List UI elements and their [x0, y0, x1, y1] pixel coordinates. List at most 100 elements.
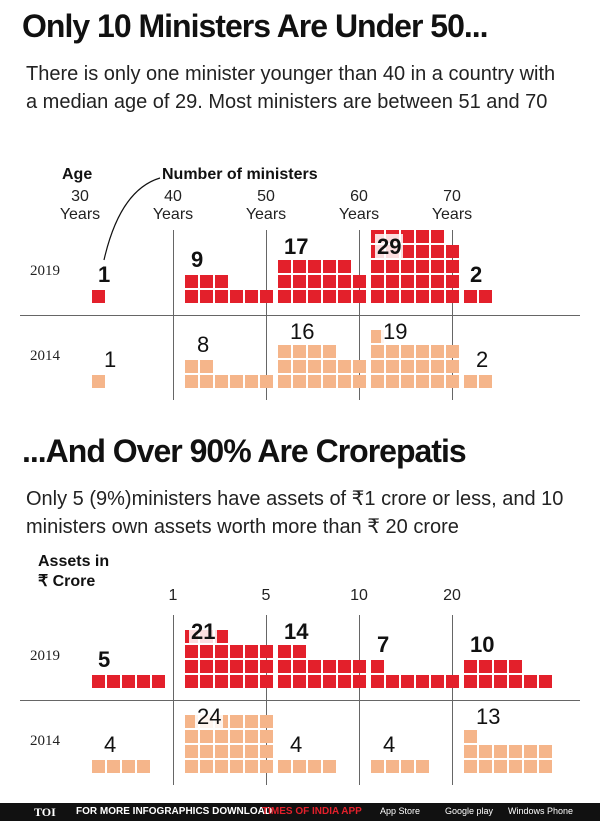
- unit-square: [308, 375, 321, 388]
- unit-square: [260, 660, 273, 673]
- unit-square: [137, 675, 150, 688]
- unit-square: [509, 660, 522, 673]
- unit-square: [509, 745, 522, 758]
- footer-app: TIMES OF INDIA APP: [262, 806, 362, 817]
- unit-square: [323, 375, 336, 388]
- unit-square: [215, 760, 228, 773]
- unit-square: [245, 290, 258, 303]
- x-tick-label: 70 Years: [431, 188, 473, 223]
- unit-square: [308, 275, 321, 288]
- unit-square: [386, 375, 399, 388]
- unit-square: [446, 375, 459, 388]
- unit-square: [431, 375, 444, 388]
- unit-square: [446, 275, 459, 288]
- unit-square: [431, 675, 444, 688]
- unit-square: [245, 375, 258, 388]
- pointer-line: [103, 177, 161, 261]
- unit-square: [107, 675, 120, 688]
- unit-square: [185, 375, 198, 388]
- unit-square: [185, 675, 198, 688]
- unit-square: [278, 345, 291, 358]
- unit-square: [446, 245, 459, 258]
- unit-square: [401, 260, 414, 273]
- unit-square: [353, 290, 366, 303]
- value-label: 1: [98, 262, 111, 287]
- unit-square: [230, 715, 243, 728]
- unit-square: [431, 360, 444, 373]
- unit-square: [386, 290, 399, 303]
- unit-square: [215, 660, 228, 673]
- unit-square: [137, 760, 150, 773]
- unit-square: [230, 375, 243, 388]
- unit-square: [338, 660, 351, 673]
- unit-square: [323, 660, 336, 673]
- unit-square: [293, 260, 306, 273]
- chart-subtitle: Only 5 (9%)ministers have assets of ₹1 c…: [26, 488, 564, 538]
- unit-square: [401, 275, 414, 288]
- footer-brand: TOI: [34, 805, 56, 819]
- unit-square: [431, 290, 444, 303]
- unit-square: [371, 760, 384, 773]
- value-label: 2: [470, 262, 483, 287]
- unit-square: [494, 745, 507, 758]
- unit-square: [260, 290, 273, 303]
- unit-square: [323, 675, 336, 688]
- unit-square: [401, 230, 414, 243]
- unit-square: [416, 230, 429, 243]
- unit-square: [338, 375, 351, 388]
- unit-square: [464, 730, 477, 743]
- unit-square: [200, 645, 213, 658]
- unit-square: [353, 375, 366, 388]
- unit-square: [185, 745, 198, 758]
- unit-square: [200, 745, 213, 758]
- unit-square: [479, 745, 492, 758]
- axis-label: Number of ministers: [162, 166, 318, 183]
- unit-square: [401, 375, 414, 388]
- unit-square: [446, 260, 459, 273]
- unit-square: [416, 360, 429, 373]
- unit-square: [293, 660, 306, 673]
- unit-square: [353, 660, 366, 673]
- unit-square: [260, 375, 273, 388]
- unit-square: [230, 675, 243, 688]
- unit-square: [230, 730, 243, 743]
- unit-square: [323, 760, 336, 773]
- unit-square: [323, 275, 336, 288]
- unit-square: [464, 675, 477, 688]
- unit-square: [338, 675, 351, 688]
- unit-square: [293, 360, 306, 373]
- unit-square: [230, 660, 243, 673]
- unit-square: [416, 275, 429, 288]
- x-tick-label: 50 Years: [245, 188, 287, 223]
- unit-square: [431, 345, 444, 358]
- value-label: 2: [476, 347, 489, 372]
- unit-square: [371, 375, 384, 388]
- unit-square: [416, 290, 429, 303]
- unit-square: [464, 290, 477, 303]
- row-divider: [20, 700, 580, 701]
- unit-square: [293, 290, 306, 303]
- footer: TOI FOR MORE INFOGRAPHICS DOWNLOAD TIMES…: [0, 803, 600, 821]
- unit-square: [200, 360, 213, 373]
- unit-square: [446, 360, 459, 373]
- unit-square: [386, 675, 399, 688]
- unit-square: [215, 645, 228, 658]
- unit-square: [338, 290, 351, 303]
- unit-square: [200, 375, 213, 388]
- unit-square: [524, 760, 537, 773]
- unit-square: [323, 360, 336, 373]
- unit-square: [293, 275, 306, 288]
- unit-square: [308, 260, 321, 273]
- unit-square: [338, 260, 351, 273]
- unit-square: [245, 660, 258, 673]
- unit-square: [371, 330, 384, 343]
- unit-square: [464, 760, 477, 773]
- unit-square: [278, 375, 291, 388]
- unit-square: [479, 675, 492, 688]
- unit-square: [185, 715, 198, 728]
- value-label: 4: [104, 732, 117, 757]
- unit-square: [308, 360, 321, 373]
- unit-square: [260, 675, 273, 688]
- row-label: 2014: [30, 347, 60, 364]
- unit-square: [509, 760, 522, 773]
